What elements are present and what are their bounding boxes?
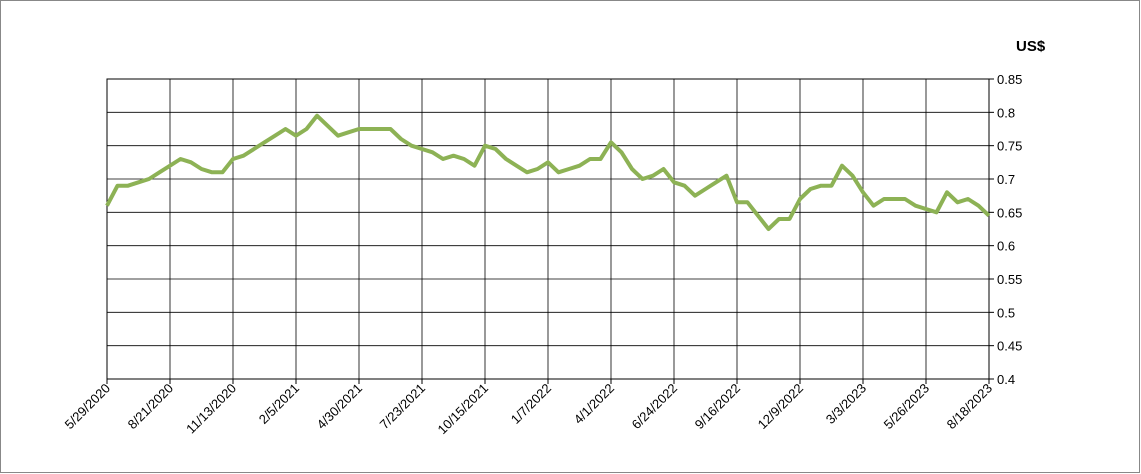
y-axis-label: US$ <box>1016 38 1046 55</box>
y-tick-label: 0.65 <box>997 205 1022 220</box>
y-tick-label: 0.7 <box>997 172 1015 187</box>
y-tick-label: 0.6 <box>997 239 1015 254</box>
y-tick-label: 0.55 <box>997 272 1022 287</box>
y-tick-label: 0.45 <box>997 339 1022 354</box>
y-tick-label: 0.4 <box>997 372 1015 387</box>
y-tick-label: 0.75 <box>997 139 1022 154</box>
y-tick-label: 0.8 <box>997 105 1015 120</box>
y-tick-label: 0.85 <box>997 72 1022 87</box>
data-line <box>105 113 991 231</box>
y-tick-label: 0.5 <box>997 305 1015 320</box>
